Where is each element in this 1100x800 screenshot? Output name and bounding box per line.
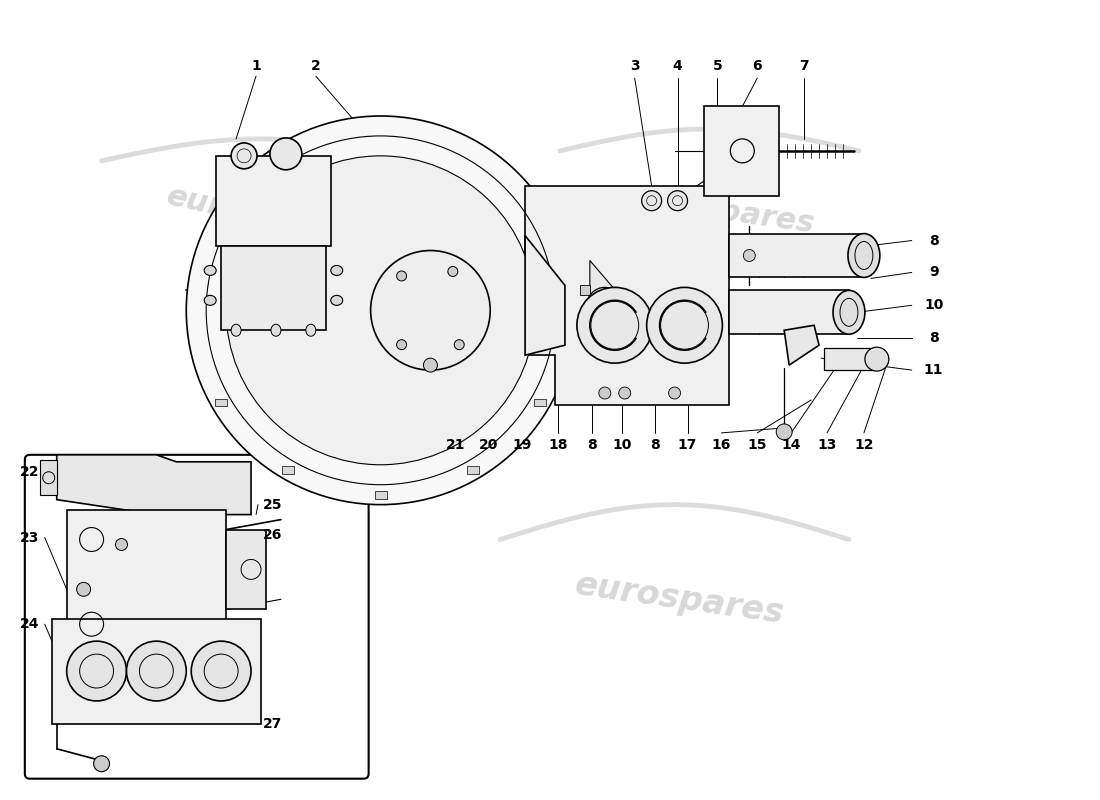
Polygon shape	[525, 235, 565, 355]
Ellipse shape	[306, 324, 316, 336]
Bar	[729, 290, 849, 334]
Text: 25: 25	[263, 498, 283, 512]
Text: eurospares: eurospares	[164, 182, 359, 250]
Text: 18: 18	[548, 438, 568, 452]
Text: 3: 3	[630, 59, 639, 73]
Circle shape	[77, 582, 90, 596]
Text: 22: 22	[20, 465, 40, 478]
Ellipse shape	[833, 290, 865, 334]
Circle shape	[669, 387, 681, 399]
Circle shape	[371, 250, 491, 370]
Bar	[729, 234, 864, 278]
Ellipse shape	[331, 295, 343, 306]
Circle shape	[448, 266, 458, 277]
Bar	[283, 466, 295, 474]
Text: 8: 8	[650, 438, 660, 452]
Bar	[535, 398, 547, 406]
Text: 14: 14	[781, 438, 801, 452]
Ellipse shape	[848, 234, 880, 278]
Polygon shape	[590, 261, 650, 350]
Circle shape	[454, 340, 464, 350]
Circle shape	[865, 347, 889, 371]
Text: 1: 1	[251, 59, 261, 73]
Circle shape	[67, 641, 126, 701]
Polygon shape	[67, 510, 227, 649]
Circle shape	[424, 358, 438, 372]
Text: 11: 11	[924, 363, 944, 377]
Circle shape	[116, 538, 128, 550]
Ellipse shape	[231, 324, 241, 336]
Bar	[704, 106, 779, 196]
Text: 8: 8	[928, 331, 938, 346]
Text: 6: 6	[752, 59, 762, 73]
Circle shape	[619, 387, 630, 399]
Text: 26: 26	[263, 527, 283, 542]
Text: 20: 20	[478, 438, 498, 452]
Circle shape	[777, 424, 792, 440]
Circle shape	[270, 138, 301, 170]
Ellipse shape	[205, 266, 217, 275]
Ellipse shape	[205, 295, 217, 306]
Polygon shape	[525, 186, 729, 405]
Circle shape	[397, 271, 407, 281]
Bar	[580, 286, 590, 295]
Circle shape	[647, 287, 723, 363]
Text: 4: 4	[673, 59, 682, 73]
Circle shape	[227, 156, 535, 465]
Bar	[580, 326, 590, 335]
Polygon shape	[217, 156, 331, 246]
Text: 12: 12	[855, 438, 873, 452]
FancyBboxPatch shape	[25, 455, 368, 778]
Text: 27: 27	[263, 717, 283, 731]
Text: 8: 8	[928, 234, 938, 247]
Circle shape	[576, 287, 652, 363]
Text: 9: 9	[928, 266, 938, 279]
Text: 16: 16	[712, 438, 732, 452]
Text: eurospares: eurospares	[573, 568, 786, 630]
Polygon shape	[57, 455, 251, 514]
Text: 5: 5	[713, 59, 723, 73]
Bar	[52, 619, 261, 724]
Text: 2: 2	[311, 59, 321, 73]
Circle shape	[231, 143, 257, 169]
Text: 7: 7	[800, 59, 808, 73]
Text: 24: 24	[20, 618, 40, 631]
Polygon shape	[784, 326, 820, 365]
Text: 13: 13	[817, 438, 837, 452]
Ellipse shape	[271, 324, 281, 336]
Ellipse shape	[331, 266, 343, 275]
Text: 15: 15	[748, 438, 767, 452]
Bar	[214, 398, 227, 406]
Circle shape	[397, 340, 407, 350]
Polygon shape	[40, 460, 57, 494]
Circle shape	[668, 190, 688, 210]
Text: 17: 17	[678, 438, 697, 452]
Bar	[375, 490, 386, 498]
Circle shape	[191, 641, 251, 701]
Circle shape	[186, 116, 575, 505]
Polygon shape	[227, 530, 266, 610]
Circle shape	[94, 756, 110, 772]
Text: 21: 21	[446, 438, 465, 452]
Bar	[824, 348, 873, 370]
Text: eurospares: eurospares	[621, 183, 817, 238]
Text: 23: 23	[20, 530, 40, 545]
Circle shape	[587, 287, 623, 323]
Circle shape	[126, 641, 186, 701]
Circle shape	[641, 190, 661, 210]
Text: 10: 10	[612, 438, 631, 452]
Polygon shape	[221, 246, 326, 330]
Circle shape	[744, 250, 756, 262]
Text: 19: 19	[513, 438, 531, 452]
Bar	[466, 466, 478, 474]
Text: 10: 10	[924, 298, 944, 312]
Text: 8: 8	[587, 438, 596, 452]
Circle shape	[598, 387, 611, 399]
